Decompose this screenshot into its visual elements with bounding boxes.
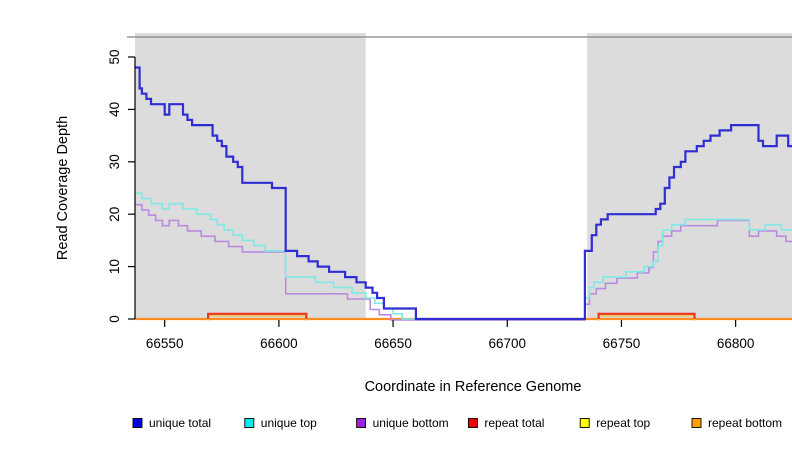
legend-item-repeat-top: repeat top <box>579 416 651 430</box>
series-lines <box>135 66 792 321</box>
legend-swatch <box>244 418 255 428</box>
y-tick-label: 20 <box>107 207 122 222</box>
y-tick-label: 50 <box>107 49 122 64</box>
legend-label: unique top <box>261 416 317 430</box>
y-tick-label: 40 <box>107 102 122 117</box>
legend: unique total unique top unique bottom repea… <box>132 416 782 430</box>
shaded-regions <box>135 33 792 320</box>
y-tick-label: 0 <box>107 315 122 323</box>
shaded-region-0 <box>135 33 366 320</box>
legend-label: repeat top <box>596 416 650 430</box>
legend-label: repeat total <box>484 416 544 430</box>
series-line-unique-top <box>135 192 792 320</box>
series-line-repeat-total <box>597 312 696 319</box>
legend-swatch <box>691 418 702 428</box>
legend-label: repeat bottom <box>708 416 782 430</box>
x-tick-label: 66800 <box>717 336 755 351</box>
legend-item-repeat-bottom: repeat bottom <box>691 416 782 430</box>
legend-swatch <box>579 418 590 428</box>
shaded-region-1 <box>587 33 792 320</box>
legend-item-unique-total: unique total <box>132 416 211 430</box>
legend-swatch <box>467 418 478 428</box>
axes: 0 10 20 30 40 50 66550 66600 66650 66700 66750 6680… <box>107 49 754 351</box>
x-tick-label: 66600 <box>260 336 298 351</box>
y-tick-label: 10 <box>107 259 122 274</box>
legend-item-repeat-total: repeat total <box>467 416 544 430</box>
series-line-unique-total <box>135 66 792 321</box>
y-axis-label: Read Coverage Depth <box>55 116 71 260</box>
chart-canvas: 0 10 20 30 40 50 66550 66600 66650 66700 66750 6680… <box>55 33 792 430</box>
legend-label: unique total <box>149 416 211 430</box>
x-tick-label: 66700 <box>488 336 526 351</box>
legend-item-unique-top: unique top <box>244 416 317 430</box>
legend-swatch <box>356 418 367 428</box>
legend-item-unique-bottom: unique bottom <box>356 416 449 430</box>
x-tick-label: 66550 <box>146 336 184 351</box>
y-tick-label: 30 <box>107 154 122 169</box>
x-tick-label: 66750 <box>603 336 641 351</box>
legend-label: unique bottom <box>373 416 449 430</box>
coverage-depth-chart: 0 10 20 30 40 50 66550 66600 66650 66700 66750 6680… <box>40 16 792 448</box>
x-tick-label: 66650 <box>374 336 412 351</box>
legend-swatch <box>132 418 143 428</box>
x-axis-label: Coordinate in Reference Genome <box>365 379 582 395</box>
series-line-repeat-total <box>207 312 308 319</box>
